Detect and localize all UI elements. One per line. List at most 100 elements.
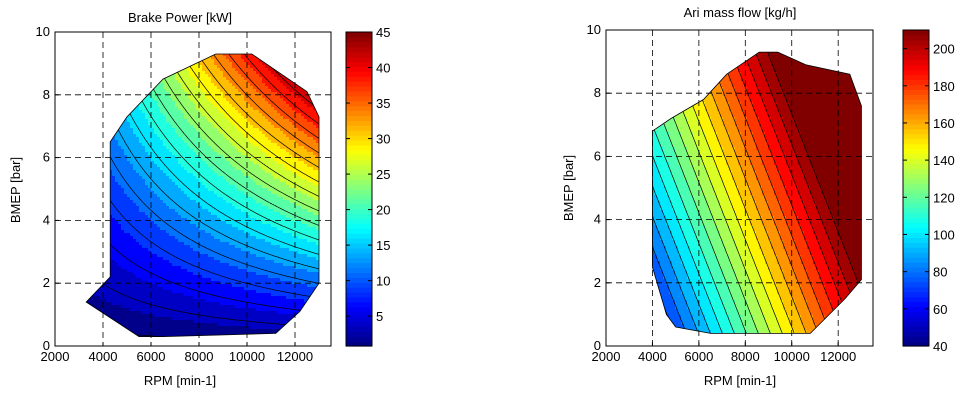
colorbar-segment (903, 302, 929, 308)
colorbar-segment (346, 96, 372, 102)
colorbar-segment (903, 119, 929, 125)
colorbar-segment (903, 257, 929, 263)
colorbar-segment (903, 237, 929, 243)
colorbar-segment (346, 307, 372, 313)
colorbar-segment (346, 140, 372, 146)
colorbar-tick-label: 140 (933, 153, 955, 168)
colorbar-tick-label: 200 (933, 42, 955, 57)
colorbar-segment (346, 258, 372, 264)
x-axis-label: RPM [min-1] (704, 373, 776, 388)
colorbar-segment (346, 292, 372, 298)
colorbar-segment (346, 243, 372, 249)
colorbar-segment (903, 35, 929, 41)
colorbar-segment (346, 233, 372, 239)
chart-title: Ari mass flow [kg/h] (684, 5, 797, 20)
colorbar-segment (903, 94, 929, 100)
colorbar-segment (903, 45, 929, 51)
colorbar-segment (346, 125, 372, 131)
colorbar-segment (346, 86, 372, 92)
colorbar-tick-label: 35 (376, 96, 390, 111)
colorbar-segment (903, 55, 929, 61)
colorbar-segment (346, 164, 372, 170)
colorbar-segment (346, 253, 372, 259)
colorbar-segment (346, 297, 372, 303)
y-tick-label: 0 (594, 338, 601, 353)
colorbar-segment (346, 71, 372, 77)
x-tick-label: 10000 (774, 349, 810, 364)
colorbar-segment (346, 331, 372, 337)
colorbar-segment (903, 30, 929, 36)
colorbar-segment (903, 109, 929, 115)
y-axis-label: BMEP [bar] (561, 155, 576, 221)
x-tick-label: 12000 (820, 349, 856, 364)
colorbar-segment (903, 316, 929, 322)
colorbar-segment (903, 223, 929, 229)
colorbar-segment (346, 287, 372, 293)
colorbar-segment (903, 124, 929, 130)
colorbar-segment (903, 277, 929, 283)
y-tick-label: 4 (594, 212, 601, 227)
y-tick-label: 8 (43, 87, 50, 102)
colorbar-tick-label: 120 (933, 190, 955, 205)
colorbar-segment (903, 311, 929, 317)
colorbar-segment (903, 178, 929, 184)
y-tick-label: 8 (594, 85, 601, 100)
x-axis-label: RPM [min-1] (144, 373, 216, 388)
colorbar-segment (903, 247, 929, 253)
colorbar-segment (903, 60, 929, 66)
colorbar-segment (903, 173, 929, 179)
colorbar-segment (903, 218, 929, 224)
colorbar-segment (346, 145, 372, 151)
colorbar-segment (903, 168, 929, 174)
colorbar-segment (903, 321, 929, 327)
x-tick-label: 4000 (89, 349, 118, 364)
colorbar-tick-label: 25 (376, 167, 390, 182)
y-tick-label: 4 (43, 212, 50, 227)
colorbar-tick-label: 30 (376, 132, 390, 147)
chart-title: Brake Power [kW] (128, 10, 232, 25)
colorbar-tick-label: 40 (933, 339, 947, 354)
colorbar-segment (346, 317, 372, 323)
colorbar-segment (903, 292, 929, 298)
x-tick-label: 4000 (638, 349, 667, 364)
y-tick-label: 2 (594, 275, 601, 290)
colorbar-segment (903, 104, 929, 110)
colorbar-segment (903, 153, 929, 159)
colorbar-segment (903, 198, 929, 204)
colorbar-segment (346, 336, 372, 342)
colorbar-segment (903, 232, 929, 238)
colorbar-segment (346, 302, 372, 308)
colorbar-segment (903, 297, 929, 303)
colorbar-segment (346, 47, 372, 53)
colorbar-segment (903, 213, 929, 219)
colorbar-segment (903, 139, 929, 145)
colorbar-segment (903, 50, 929, 56)
colorbar-segment (346, 57, 372, 63)
colorbar-segment (346, 106, 372, 112)
colorbar-segment (903, 336, 929, 342)
colorbar-segment (346, 37, 372, 43)
colorbar-segment (903, 149, 929, 155)
colorbar-segment (903, 163, 929, 169)
colorbar-segment (903, 40, 929, 46)
colorbar-segment (903, 70, 929, 76)
x-tick-label: 6000 (137, 349, 166, 364)
colorbar-segment (346, 326, 372, 332)
colorbar-segment (903, 252, 929, 258)
colorbar-tick-label: 40 (376, 61, 390, 76)
x-tick-label: 6000 (684, 349, 713, 364)
colorbar-segment (346, 223, 372, 229)
y-tick-label: 10 (587, 22, 601, 37)
colorbar-segment (346, 268, 372, 274)
x-tick-label: 12000 (277, 349, 313, 364)
colorbar-tick-label: 80 (933, 265, 947, 280)
x-tick-label: 10000 (229, 349, 265, 364)
colorbar-segment (346, 248, 372, 254)
colorbar-segment (903, 89, 929, 95)
colorbar-segment (346, 238, 372, 244)
colorbar-segment (346, 189, 372, 195)
y-tick-label: 0 (43, 338, 50, 353)
